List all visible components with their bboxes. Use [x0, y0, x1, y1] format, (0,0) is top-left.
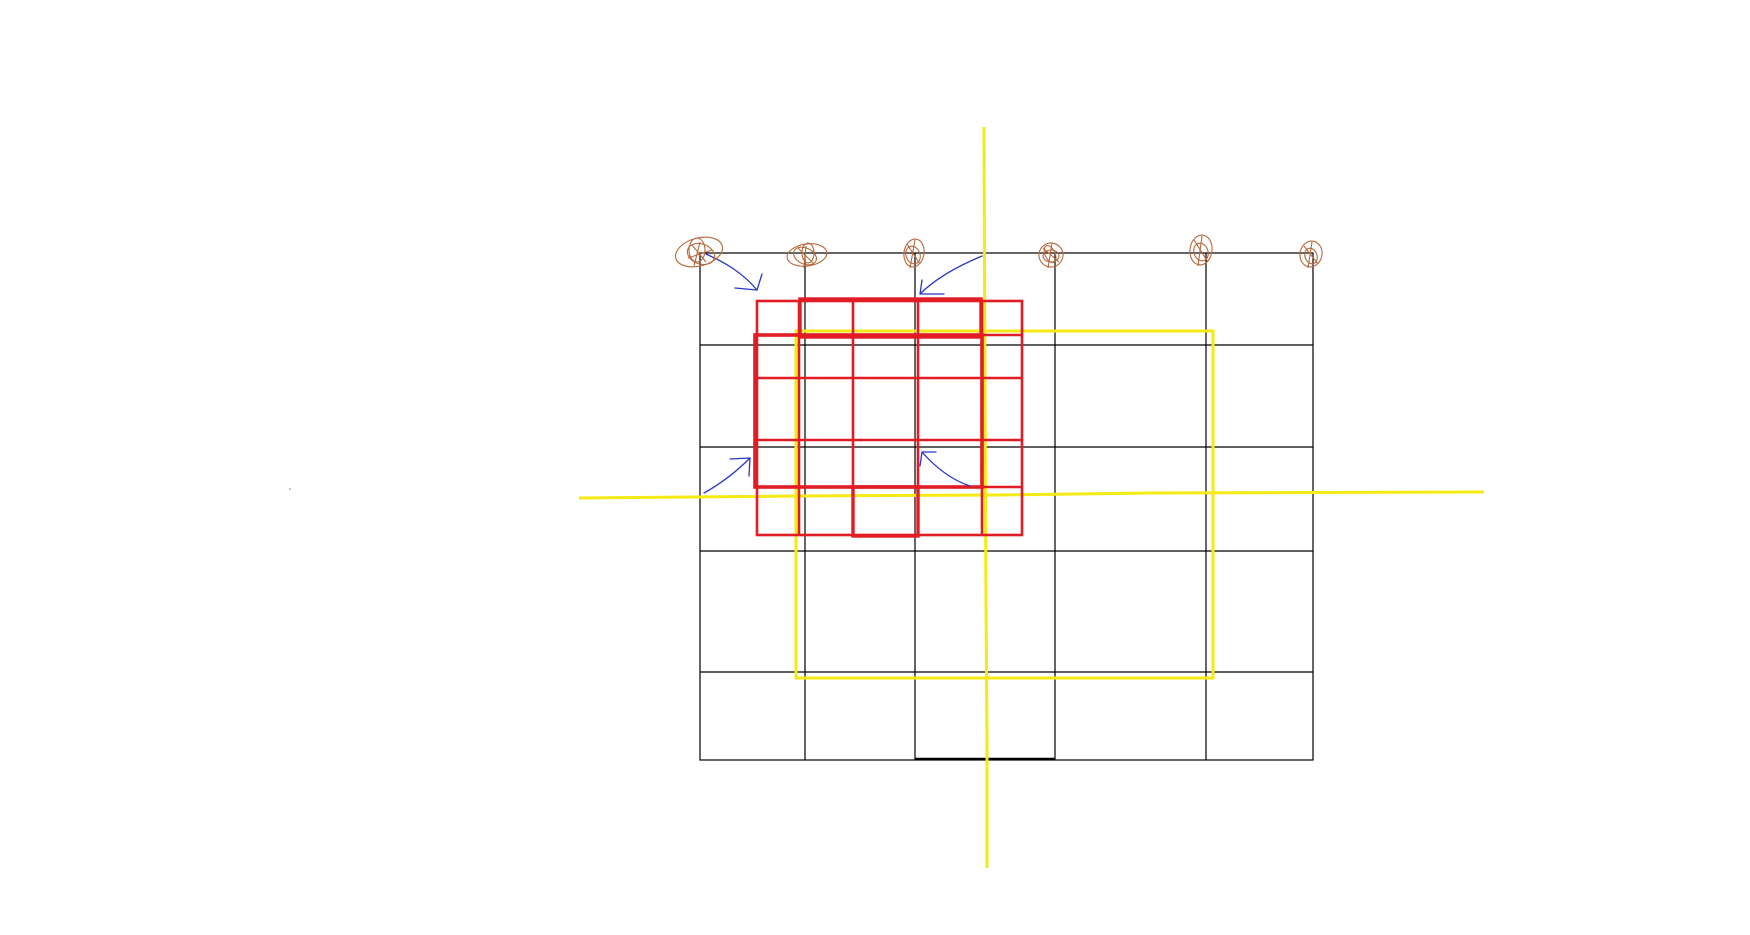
- scribble: [1189, 234, 1213, 267]
- arrow-bottom-left: [703, 457, 751, 494]
- base-grid-border: [699, 252, 1314, 761]
- arrow-top-left: [705, 253, 763, 291]
- base-grid: [699, 252, 1314, 761]
- yellow-horizontal-axis: [578, 490, 1485, 500]
- stray-dot: [289, 488, 291, 490]
- blue-arrows: [703, 253, 983, 494]
- scribble: [674, 236, 724, 268]
- yellow-rectangle: [794, 329, 1215, 680]
- scribble: [786, 242, 828, 269]
- scribble: [903, 238, 925, 269]
- brown-scribbles: [674, 234, 1323, 269]
- red-inner-rect: [753, 333, 984, 489]
- scribble: [1299, 240, 1323, 269]
- yellow-vertical-axis: [982, 126, 989, 868]
- arrow-top-right: [919, 255, 983, 295]
- yellow-marks: [578, 126, 1485, 868]
- arrow-bottom-right: [919, 451, 971, 487]
- red-grid: [753, 297, 1024, 538]
- scribble: [1038, 242, 1064, 269]
